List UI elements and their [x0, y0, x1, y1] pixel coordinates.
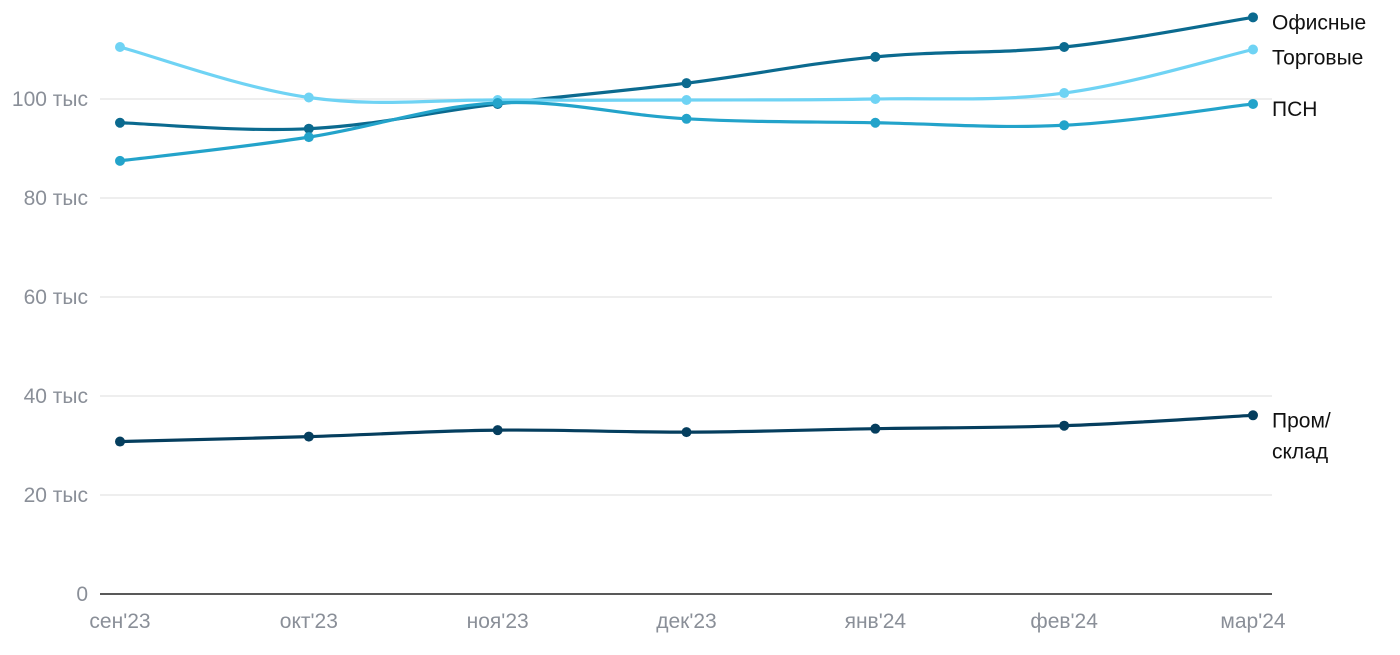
- data-point: [303, 132, 314, 143]
- series-label-line: Торговые: [1272, 47, 1363, 70]
- series-label-line: склад: [1272, 440, 1328, 463]
- data-point: [1059, 420, 1070, 431]
- series-line: [118, 45, 1255, 104]
- data-point: [870, 94, 881, 104]
- y-axis-ticks: 0 20 тыс 40 тыс 60 тыс 80 тыс 100 тыс: [12, 88, 88, 606]
- series-label-line: Пром/: [1272, 409, 1331, 432]
- data-point: [115, 155, 125, 166]
- series-label: Офисные: [1272, 11, 1366, 34]
- data-point: [681, 113, 692, 124]
- data-point: [870, 423, 881, 434]
- y-tick-label: 100 тыс: [12, 88, 88, 111]
- data-point: [303, 123, 314, 134]
- x-tick-label: мар'24: [1220, 610, 1285, 633]
- data-point: [1248, 44, 1258, 55]
- y-tick-label: 80 тыс: [24, 187, 88, 210]
- data-point: [1248, 12, 1258, 23]
- data-point: [303, 92, 314, 103]
- x-tick-label: окт'23: [280, 610, 338, 633]
- data-point: [1248, 410, 1258, 421]
- x-tick-label: фев'24: [1030, 610, 1098, 633]
- series-label: Торговые: [1272, 47, 1363, 70]
- data-point: [115, 117, 125, 128]
- series-label: ПСН: [1272, 98, 1317, 121]
- series-line: [118, 100, 1255, 163]
- data-point: [303, 431, 314, 442]
- data-point: [115, 436, 125, 447]
- y-tick-label: 40 тыс: [24, 385, 88, 408]
- series-lines: [115, 12, 1258, 447]
- x-tick-label: ноя'23: [467, 610, 529, 633]
- data-point: [870, 117, 881, 128]
- series-labels: Офисные Торговые ПСН Пром/склад: [1272, 11, 1366, 463]
- y-tick-label: 20 тыс: [24, 484, 88, 507]
- data-point: [1059, 42, 1070, 53]
- data-point: [115, 42, 125, 53]
- series-1: [115, 42, 1258, 105]
- x-tick-label: янв'24: [845, 610, 907, 633]
- series-3: [115, 410, 1258, 447]
- series-label-line: Офисные: [1272, 11, 1366, 34]
- y-tick-label: 0: [76, 583, 88, 606]
- series-label-line: ПСН: [1272, 98, 1317, 121]
- data-point: [870, 51, 881, 62]
- x-axis-ticks: сен'23 окт'23 ноя'23 дек'23 янв'24 фев'24 мар'…: [89, 610, 1285, 633]
- x-tick-label: дек'23: [656, 610, 717, 633]
- data-point: [1059, 120, 1070, 131]
- series-line: [118, 15, 1255, 132]
- series-label: Пром/склад: [1272, 409, 1331, 463]
- data-point: [681, 94, 692, 105]
- x-tick-label: сен'23: [89, 610, 150, 633]
- series-2: [115, 97, 1258, 166]
- data-point: [681, 78, 692, 89]
- data-point: [1059, 88, 1070, 99]
- y-tick-label: 60 тыс: [24, 286, 88, 309]
- data-point: [492, 425, 503, 436]
- data-point: [492, 97, 503, 108]
- data-point: [1248, 98, 1258, 109]
- data-point: [681, 427, 692, 438]
